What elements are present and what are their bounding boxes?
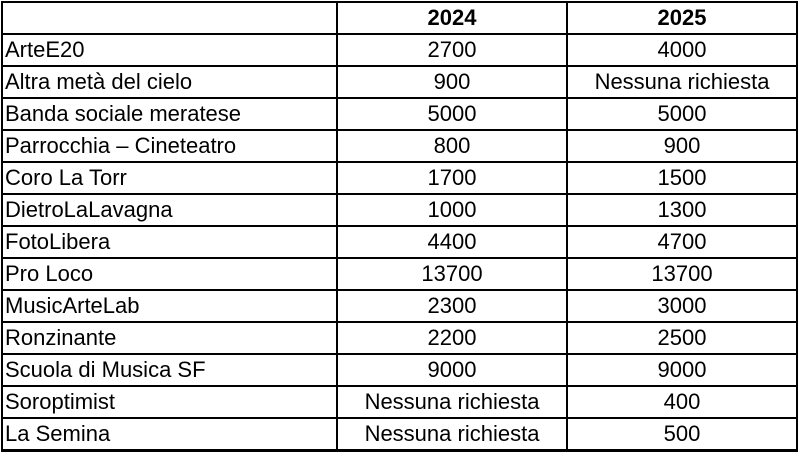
value-2024-cell: 13700 xyxy=(336,257,568,291)
value-2024-cell: 4400 xyxy=(336,225,568,259)
value-2025-cell: 13700 xyxy=(566,257,798,291)
header-cell-2024: 2024 xyxy=(336,1,568,35)
org-name-cell: DietroLaLavagna xyxy=(1,193,338,227)
table-row: La Semina Nessuna richiesta 500 xyxy=(1,417,798,452)
table-row: MusicArteLab 2300 3000 xyxy=(1,289,798,323)
table-body: ArteE20 2700 4000 Altra metà del cielo 900 Ne… xyxy=(1,33,798,452)
value-2024-cell: 2700 xyxy=(336,33,568,67)
value-2024-cell: 900 xyxy=(336,65,568,99)
table-row: ArteE20 2700 4000 xyxy=(1,33,798,67)
value-2025-cell: 400 xyxy=(566,385,798,419)
org-name-cell: Banda sociale meratese xyxy=(1,97,338,131)
value-2024-cell: 2300 xyxy=(336,289,568,323)
table-row: Soroptimist Nessuna richiesta 400 xyxy=(1,385,798,419)
header-cell-2025: 2025 xyxy=(566,1,798,35)
value-2024-cell: Nessuna richiesta xyxy=(336,385,568,419)
org-name-cell: Altra metà del cielo xyxy=(1,65,338,99)
table-row: FotoLibera 4400 4700 xyxy=(1,225,798,259)
org-name-cell: FotoLibera xyxy=(1,225,338,259)
org-name-cell: La Semina xyxy=(1,417,338,452)
value-2025-cell: 500 xyxy=(566,417,798,452)
org-name-cell: Soroptimist xyxy=(1,385,338,419)
table-row: Altra metà del cielo 900 Nessuna richiesta xyxy=(1,65,798,99)
org-name-cell: Scuola di Musica SF xyxy=(1,353,338,387)
value-2024-cell: 1700 xyxy=(336,161,568,195)
value-2025-cell: 4700 xyxy=(566,225,798,259)
table-row: Ronzinante 2200 2500 xyxy=(1,321,798,355)
header-cell-org xyxy=(1,1,338,35)
table-row: DietroLaLavagna 1000 1300 xyxy=(1,193,798,227)
value-2025-cell: 1300 xyxy=(566,193,798,227)
value-2025-cell: 1500 xyxy=(566,161,798,195)
value-2024-cell: 9000 xyxy=(336,353,568,387)
value-2024-cell: 5000 xyxy=(336,97,568,131)
table-row: Coro La Torr 1700 1500 xyxy=(1,161,798,195)
value-2025-cell: 3000 xyxy=(566,289,798,323)
value-2025-cell: 9000 xyxy=(566,353,798,387)
table-row: Banda sociale meratese 5000 5000 xyxy=(1,97,798,131)
org-name-cell: Coro La Torr xyxy=(1,161,338,195)
value-2024-cell: Nessuna richiesta xyxy=(336,417,568,452)
value-2024-cell: 2200 xyxy=(336,321,568,355)
value-2025-cell: 900 xyxy=(566,129,798,163)
value-2024-cell: 1000 xyxy=(336,193,568,227)
table-row: Scuola di Musica SF 9000 9000 xyxy=(1,353,798,387)
value-2025-cell: Nessuna richiesta xyxy=(566,65,798,99)
header-row: 2024 2025 xyxy=(1,1,798,35)
org-name-cell: Pro Loco xyxy=(1,257,338,291)
table-row: Parrocchia – Cineteatro 800 900 xyxy=(1,129,798,163)
funding-table: 2024 2025 ArteE20 2700 4000 Altra metà del … xyxy=(1,1,798,452)
value-2025-cell: 2500 xyxy=(566,321,798,355)
value-2025-cell: 5000 xyxy=(566,97,798,131)
table-row: Pro Loco 13700 13700 xyxy=(1,257,798,291)
org-name-cell: Parrocchia – Cineteatro xyxy=(1,129,338,163)
org-name-cell: Ronzinante xyxy=(1,321,338,355)
org-name-cell: ArteE20 xyxy=(1,33,338,67)
value-2025-cell: 4000 xyxy=(566,33,798,67)
value-2024-cell: 800 xyxy=(336,129,568,163)
org-name-cell: MusicArteLab xyxy=(1,289,338,323)
